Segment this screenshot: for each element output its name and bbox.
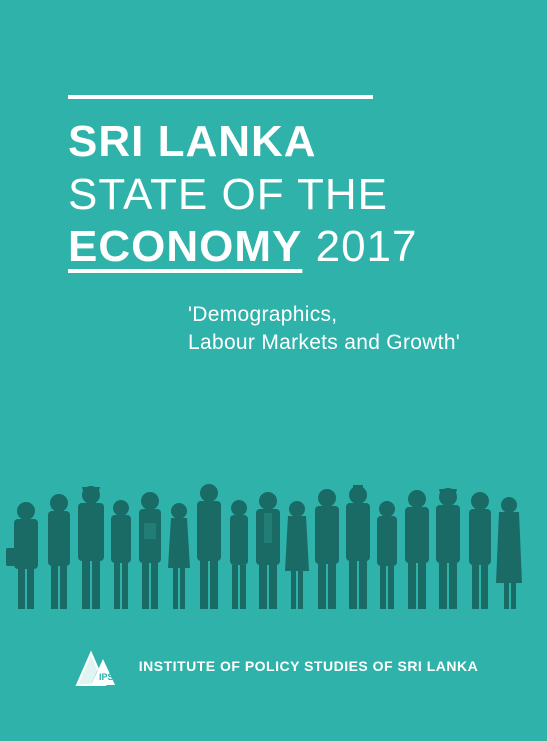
title-line-2: STATE OF THE: [68, 170, 487, 221]
title-line-1: SRI LANKA: [68, 117, 487, 168]
title-block: SRI LANKA STATE OF THE ECONOMY 2017: [68, 117, 487, 273]
ips-logo-icon: IPS: [69, 645, 125, 687]
title-rule-top: [68, 95, 373, 99]
logo-text: IPS: [99, 672, 114, 682]
organization-name: INSTITUTE OF POLICY STUDIES OF SRI LANKA: [139, 658, 478, 674]
title-year: 2017: [316, 222, 418, 271]
subtitle: 'Demographics, Labour Markets and Growth…: [188, 301, 487, 358]
title-economy: ECONOMY: [68, 222, 302, 271]
subtitle-line-1: 'Demographics,: [188, 301, 487, 329]
title-line-3: ECONOMY 2017: [68, 222, 487, 273]
subtitle-line-2: Labour Markets and Growth': [188, 329, 487, 357]
footer: IPS INSTITUTE OF POLICY STUDIES OF SRI L…: [0, 645, 547, 687]
crowd-illustration: [6, 453, 541, 613]
